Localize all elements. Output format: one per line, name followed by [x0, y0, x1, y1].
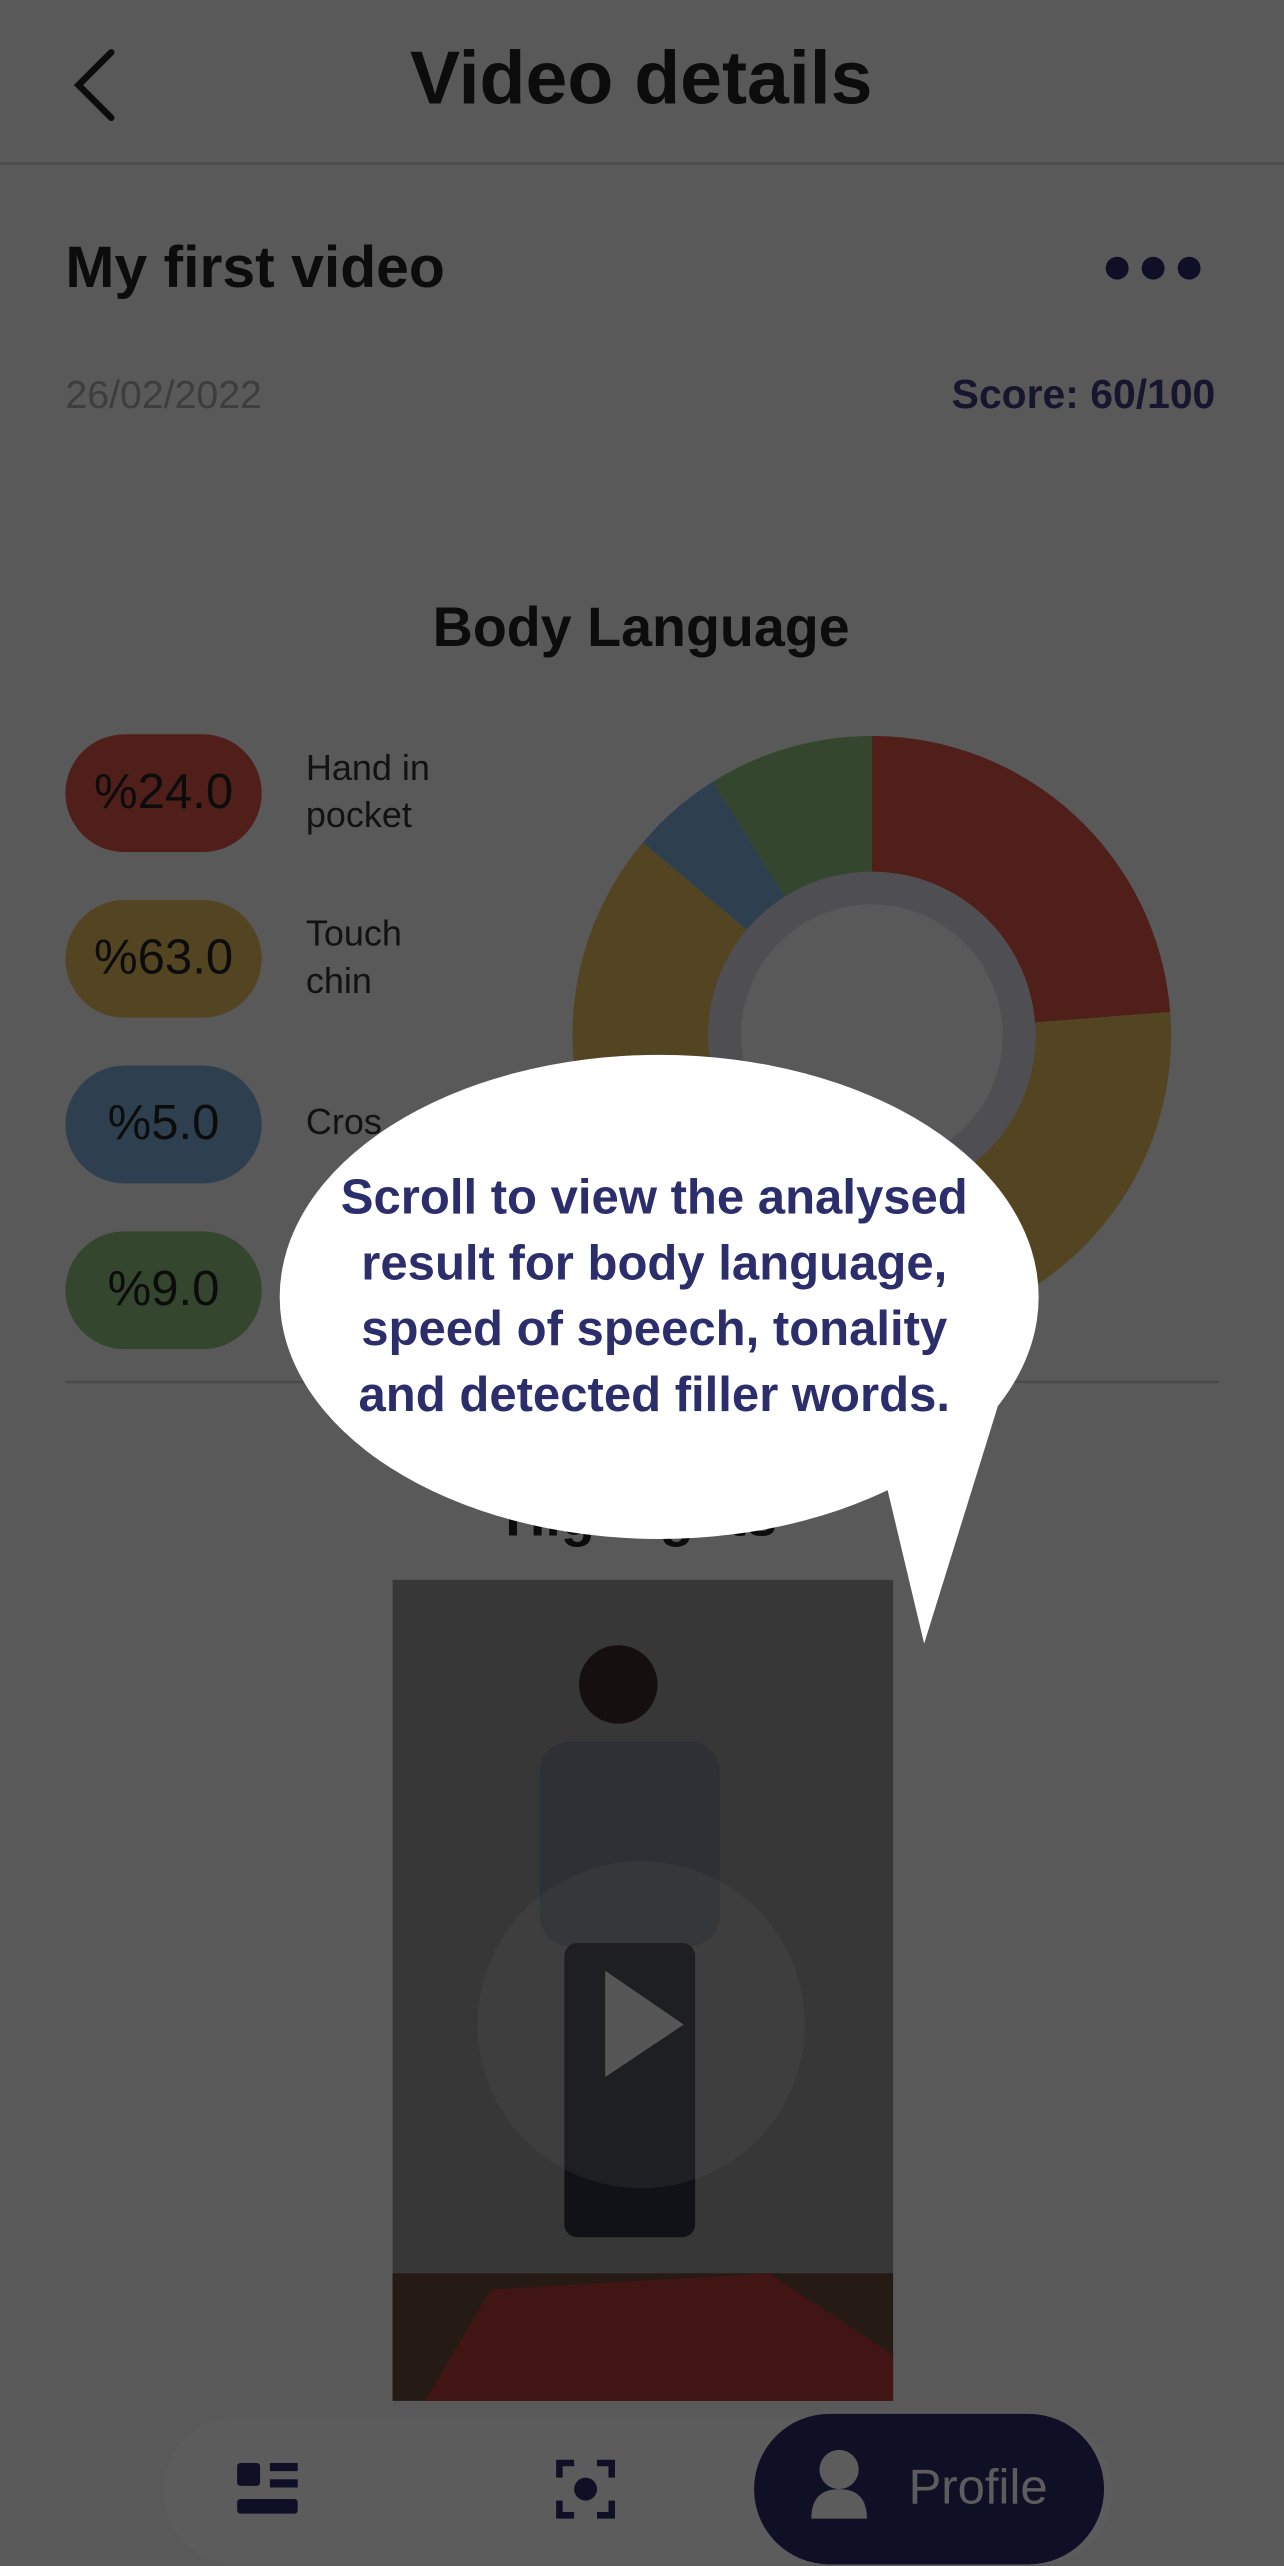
tooltip-line: speed of speech, tonality: [361, 1302, 948, 1356]
tooltip-line: Scroll to view the analysed: [341, 1170, 968, 1224]
bubble-body: [279, 1054, 1039, 1539]
tooltip-text: Scroll to view the analysed result for bo…: [341, 1170, 968, 1422]
speech-bubble: [279, 1054, 1039, 1644]
tooltip-line: and detected filler words.: [359, 1368, 950, 1422]
tooltip-line: result for body language,: [361, 1236, 947, 1290]
